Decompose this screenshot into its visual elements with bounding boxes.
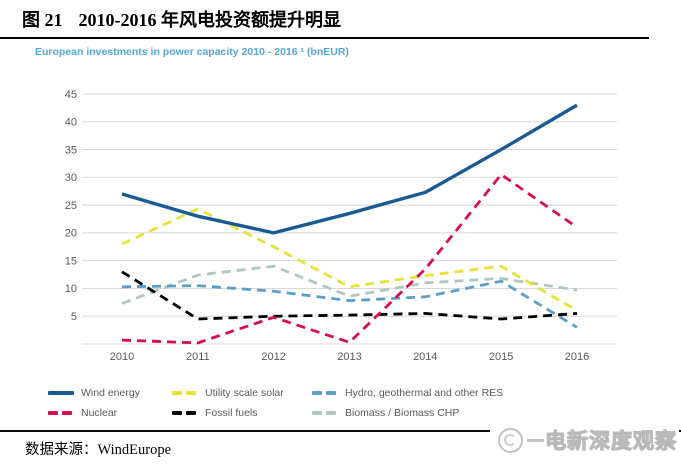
series-line-biomass-biomass-chp [121,264,578,305]
x-tick-label: 2012 [261,351,285,363]
legend-item-nuclear: Nuclear [48,406,172,420]
x-tick-label: 2016 [565,351,589,363]
figure-number: 图 21 [22,10,63,30]
x-tick-label: 2015 [489,351,513,363]
y-tick-label: 10 [65,283,77,295]
investments-line-chart: 5 10 15 20 25 30 35 40 45 2010 2011 2012 2013 2014 201… [65,89,617,363]
y-tick-label: 35 [65,144,77,156]
legend-item-utility-scale-solar: Utility scale solar [172,386,312,400]
series-line-hydro-geothermal-and-other-res [121,279,578,329]
legend-item-hydro-geothermal: Hydro, geothermal and other RES [312,386,642,400]
x-tick-label: 2014 [413,351,437,363]
watermark-text: 电新深度观察 [544,429,677,453]
biomass-swatch-icon [312,411,340,415]
chart-legend: Wind energy Utility scale solar Hydro, g… [48,386,642,420]
y-tick-label: 40 [65,117,77,129]
utility-scale-solar-swatch-icon [172,391,200,395]
y-tick-label: 15 [65,255,77,267]
hydro-geothermal-swatch-icon [312,391,340,395]
series-line-wind-energy [121,103,578,235]
legend-label: Biomass / Biomass CHP [345,407,460,419]
legend-label: Nuclear [81,407,118,419]
series-line-utility-scale-solar [121,207,578,312]
figure-title: 图 21 2010-2016 年风电投资额提升明显 [22,6,341,32]
series-line-fossil-fuels [121,270,578,321]
title-divider [0,37,649,40]
data-source: 数据来源：WindEurope [25,438,171,459]
y-tick-label: 25 [65,200,77,212]
watermark-logo-icon [498,427,523,453]
legend-label: Hydro, geothermal and other RES [345,387,504,399]
legend-item-wind-energy: Wind energy [48,386,172,400]
y-tick-label: 30 [65,172,77,184]
wind-energy-swatch-icon [48,391,76,395]
legend-label: Utility scale solar [205,387,284,399]
figure-title-text: 2010-2016 年风电投资额提升明显 [78,10,342,30]
watermark: 电新深度观察 [490,423,679,457]
y-tick-label: 5 [71,311,77,323]
legend-item-fossil-fuels: Fossil fuels [172,406,312,420]
legend-label: Wind energy [81,387,140,399]
watermark-dash [527,438,544,442]
footer-divider [0,430,681,432]
nuclear-swatch-icon [48,411,76,415]
x-tick-label: 2011 [186,351,210,363]
fossil-fuels-swatch-icon [172,411,200,415]
x-tick-label: 2013 [337,351,361,363]
data-source-label: 数据来源： [25,442,98,458]
y-tick-label: 20 [65,228,77,240]
series-line-nuclear [121,173,578,345]
legend-item-biomass: Biomass / Biomass CHP [312,406,642,420]
data-source-value: WindEurope [97,442,172,458]
x-tick-label: 2010 [110,351,134,363]
chart-subtitle: European investments in power capacity 2… [35,46,349,58]
y-tick-label: 45 [65,89,77,101]
legend-label: Fossil fuels [205,407,258,419]
